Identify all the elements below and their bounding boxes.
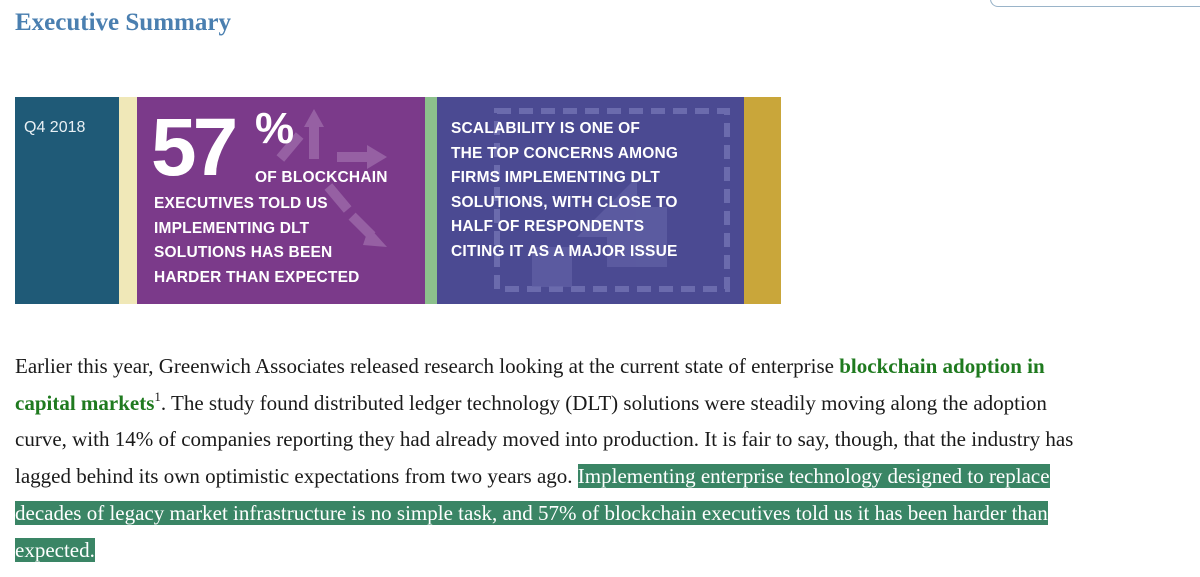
- scalability-line: SCALABILITY IS ONE OF: [451, 120, 641, 137]
- paragraph-line: lagged behind its own optimistic expecta…: [15, 458, 1200, 495]
- paragraph-line: expected.: [15, 532, 1200, 569]
- highlighted-text: expected.: [15, 537, 95, 562]
- scalability-line: HALF OF RESPONDENTS: [451, 218, 645, 236]
- paragraph-text: lagged behind its own optimistic expecta…: [15, 464, 578, 489]
- scalability-line: CITING IT AS A MAJOR ISSUE: [451, 242, 678, 260]
- paragraph-line: Earlier this year, Greenwich Associates …: [15, 348, 1200, 385]
- infographic-banner: Q4 2018 57 % OF BLOCKCHAIN EXECUTIVES TO…: [15, 97, 781, 304]
- stat-panel: 57 % OF BLOCKCHAIN EXECUTIVES TOLD US IM…: [137, 97, 425, 304]
- radiating-arrows-icon: [276, 109, 387, 247]
- research-link-continued[interactable]: capital markets: [15, 390, 155, 415]
- top-right-frame: [990, 0, 1200, 7]
- paragraph-line: decades of legacy market infrastructure …: [15, 495, 1200, 532]
- quarter-label: Q4 2018: [24, 119, 86, 136]
- scalability-line: SOLUTIONS, WITH CLOSE TO: [451, 193, 678, 211]
- paragraph-line: capital markets1. The study found distri…: [15, 385, 1200, 422]
- stat-line: HARDER THAN EXPECTED: [154, 268, 360, 286]
- cream-strip: [119, 97, 137, 304]
- stat-line: IMPLEMENTING DLT: [154, 219, 310, 237]
- scalability-text: SCALABILITY IS ONE OF THE TOP CONCERNS A…: [451, 117, 678, 265]
- scalability-panel: SCALABILITY IS ONE OF THE TOP CONCERNS A…: [437, 97, 744, 304]
- section-heading: Executive Summary: [15, 9, 231, 36]
- stat-number: 57: [151, 102, 238, 193]
- quarter-panel: Q4 2018: [15, 97, 119, 304]
- paragraph-line: curve, with 14% of companies reporting t…: [15, 427, 1074, 452]
- highlighted-text: decades of legacy market infrastructure …: [15, 500, 1048, 525]
- paragraph-text: Earlier this year, Greenwich Associates …: [15, 354, 840, 378]
- paragraph-text: . The study found distributed ledger tec…: [160, 390, 1047, 415]
- research-link[interactable]: blockchain adoption in: [839, 354, 1045, 378]
- gold-strip: [744, 97, 781, 304]
- stat-text: EXECUTIVES TOLD US IMPLEMENTING DLT SOLU…: [154, 192, 360, 290]
- stat-line: EXECUTIVES TOLD US: [154, 195, 328, 212]
- scalability-line: THE TOP CONCERNS AMONG: [451, 144, 679, 162]
- stat-percent: %: [255, 104, 295, 153]
- stat-line: SOLUTIONS HAS BEEN: [154, 244, 333, 261]
- summary-paragraph: Earlier this year, Greenwich Associates …: [15, 348, 1200, 568]
- highlighted-text: Implementing enterprise technology desig…: [577, 464, 1050, 489]
- footnote-marker[interactable]: 1: [154, 388, 161, 404]
- green-strip: [425, 97, 437, 304]
- scalability-line: FIRMS IMPLEMENTING DLT: [451, 169, 661, 187]
- stat-first-line: OF BLOCKCHAIN: [255, 169, 388, 186]
- scalability-frame-icon: [494, 108, 730, 292]
